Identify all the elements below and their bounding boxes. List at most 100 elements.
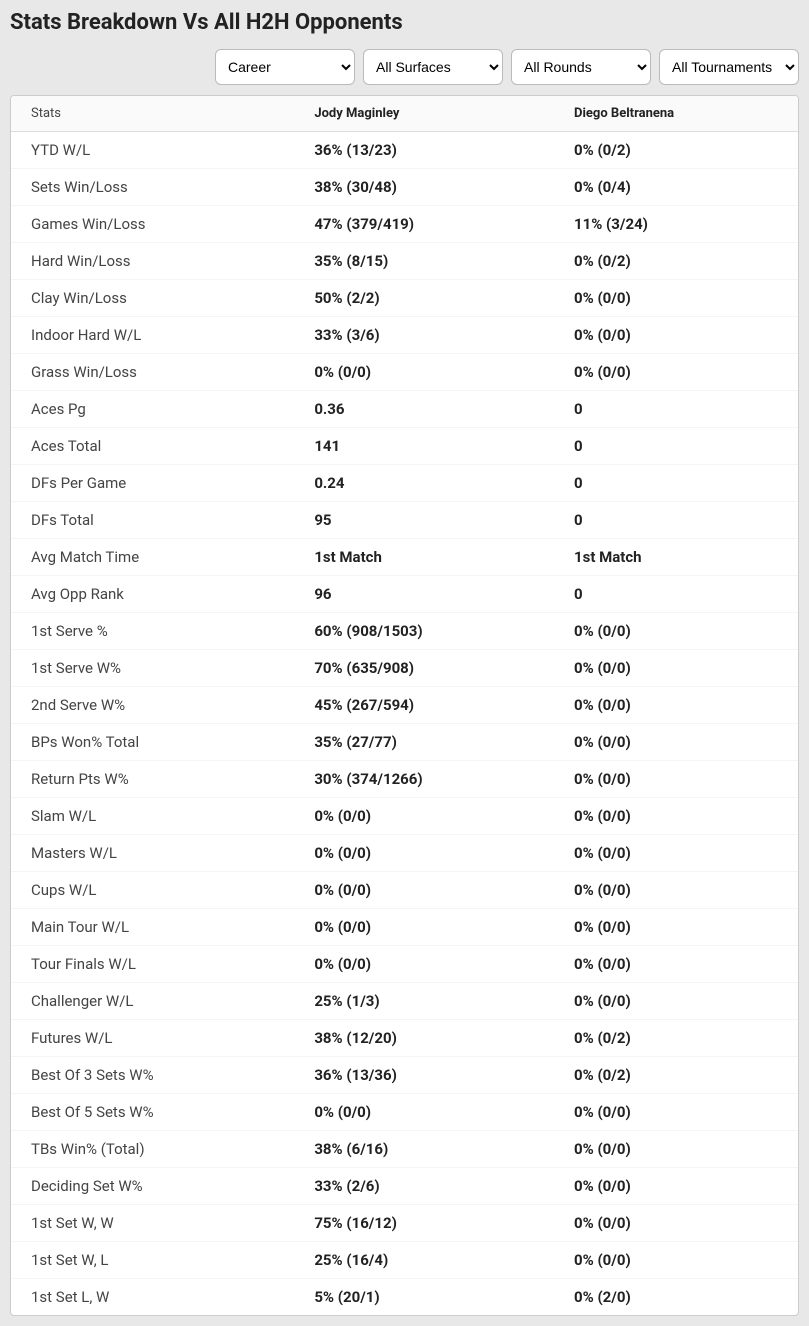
filter-bar: Career All Surfaces All Rounds All Tourn… (10, 49, 799, 85)
table-row: Clay Win/Loss50% (2/2)0% (0/0) (11, 280, 798, 317)
player2-value: 0% (0/0) (554, 761, 798, 798)
player2-value: 0% (2/0) (554, 1279, 798, 1316)
table-row: Avg Match Time1st Match1st Match (11, 539, 798, 576)
table-row: Cups W/L0% (0/0)0% (0/0) (11, 872, 798, 909)
player1-value: 60% (908/1503) (294, 613, 554, 650)
table-row: 1st Set W, W75% (16/12)0% (0/0) (11, 1205, 798, 1242)
player2-value: 0 (554, 428, 798, 465)
player1-value: 30% (374/1266) (294, 761, 554, 798)
stat-label: 1st Serve % (11, 613, 294, 650)
player2-value: 0 (554, 391, 798, 428)
stat-label: Indoor Hard W/L (11, 317, 294, 354)
stat-label: Masters W/L (11, 835, 294, 872)
col-header-player1: Jody Maginley (294, 96, 554, 132)
stat-label: Cups W/L (11, 872, 294, 909)
player1-value: 0.36 (294, 391, 554, 428)
player2-value: 0% (0/0) (554, 835, 798, 872)
player2-value: 0% (0/0) (554, 724, 798, 761)
table-row: DFs Per Game0.240 (11, 465, 798, 502)
player2-value: 0% (0/0) (554, 354, 798, 391)
player1-value: 38% (30/48) (294, 169, 554, 206)
player1-value: 0% (0/0) (294, 909, 554, 946)
player2-value: 0% (0/4) (554, 169, 798, 206)
table-row: Slam W/L0% (0/0)0% (0/0) (11, 798, 798, 835)
player1-value: 47% (379/419) (294, 206, 554, 243)
filter-tournament[interactable]: All Tournaments (659, 49, 799, 85)
table-row: Masters W/L0% (0/0)0% (0/0) (11, 835, 798, 872)
table-row: 1st Serve %60% (908/1503)0% (0/0) (11, 613, 798, 650)
table-row: Futures W/L38% (12/20)0% (0/2) (11, 1020, 798, 1057)
stat-label: Sets Win/Loss (11, 169, 294, 206)
player2-value: 0% (0/0) (554, 946, 798, 983)
player2-value: 0% (0/0) (554, 909, 798, 946)
table-row: Best Of 5 Sets W%0% (0/0)0% (0/0) (11, 1094, 798, 1131)
player2-value: 1st Match (554, 539, 798, 576)
player2-value: 0% (0/0) (554, 798, 798, 835)
table-row: Avg Opp Rank960 (11, 576, 798, 613)
player1-value: 25% (1/3) (294, 983, 554, 1020)
table-row: Hard Win/Loss35% (8/15)0% (0/2) (11, 243, 798, 280)
player1-value: 33% (2/6) (294, 1168, 554, 1205)
table-row: Main Tour W/L0% (0/0)0% (0/0) (11, 909, 798, 946)
filter-round[interactable]: All Rounds (511, 49, 651, 85)
player2-value: 0% (0/0) (554, 613, 798, 650)
player1-value: 0% (0/0) (294, 1094, 554, 1131)
table-row: 1st Set L, W5% (20/1)0% (2/0) (11, 1279, 798, 1316)
table-header-row: Stats Jody Maginley Diego Beltranena (11, 96, 798, 132)
player2-value: 0% (0/2) (554, 1020, 798, 1057)
table-row: 1st Set W, L25% (16/4)0% (0/0) (11, 1242, 798, 1279)
table-row: Best Of 3 Sets W%36% (13/36)0% (0/2) (11, 1057, 798, 1094)
player2-value: 0% (0/0) (554, 1205, 798, 1242)
stat-label: Aces Total (11, 428, 294, 465)
page-title: Stats Breakdown Vs All H2H Opponents (10, 10, 799, 35)
player2-value: 0% (0/0) (554, 1242, 798, 1279)
player1-value: 36% (13/23) (294, 132, 554, 169)
table-row: Aces Total1410 (11, 428, 798, 465)
player2-value: 0% (0/2) (554, 132, 798, 169)
player1-value: 75% (16/12) (294, 1205, 554, 1242)
player2-value: 0 (554, 502, 798, 539)
table-row: YTD W/L36% (13/23)0% (0/2) (11, 132, 798, 169)
stat-label: DFs Per Game (11, 465, 294, 502)
stat-label: Avg Match Time (11, 539, 294, 576)
player1-value: 45% (267/594) (294, 687, 554, 724)
player1-value: 50% (2/2) (294, 280, 554, 317)
table-row: 2nd Serve W%45% (267/594)0% (0/0) (11, 687, 798, 724)
stat-label: 1st Set W, L (11, 1242, 294, 1279)
player2-value: 0% (0/0) (554, 280, 798, 317)
player1-value: 0% (0/0) (294, 872, 554, 909)
filter-surface[interactable]: All Surfaces (363, 49, 503, 85)
stat-label: 2nd Serve W% (11, 687, 294, 724)
table-row: 1st Serve W%70% (635/908)0% (0/0) (11, 650, 798, 687)
stat-label: 1st Serve W% (11, 650, 294, 687)
stat-label: Games Win/Loss (11, 206, 294, 243)
stat-label: Grass Win/Loss (11, 354, 294, 391)
player2-value: 11% (3/24) (554, 206, 798, 243)
table-row: Games Win/Loss47% (379/419)11% (3/24) (11, 206, 798, 243)
table-row: Grass Win/Loss0% (0/0)0% (0/0) (11, 354, 798, 391)
player2-value: 0% (0/0) (554, 1168, 798, 1205)
stat-label: Return Pts W% (11, 761, 294, 798)
col-header-stats: Stats (11, 96, 294, 132)
player2-value: 0% (0/0) (554, 1131, 798, 1168)
player2-value: 0% (0/0) (554, 317, 798, 354)
player2-value: 0% (0/0) (554, 983, 798, 1020)
stat-label: Avg Opp Rank (11, 576, 294, 613)
stat-label: BPs Won% Total (11, 724, 294, 761)
stat-label: Main Tour W/L (11, 909, 294, 946)
player1-value: 35% (8/15) (294, 243, 554, 280)
player1-value: 25% (16/4) (294, 1242, 554, 1279)
player2-value: 0 (554, 465, 798, 502)
table-row: Indoor Hard W/L33% (3/6)0% (0/0) (11, 317, 798, 354)
player1-value: 35% (27/77) (294, 724, 554, 761)
table-row: DFs Total950 (11, 502, 798, 539)
player2-value: 0% (0/2) (554, 1057, 798, 1094)
stat-label: YTD W/L (11, 132, 294, 169)
filter-period[interactable]: Career (215, 49, 355, 85)
stat-label: 1st Set L, W (11, 1279, 294, 1316)
player1-value: 33% (3/6) (294, 317, 554, 354)
stat-label: Slam W/L (11, 798, 294, 835)
table-row: Sets Win/Loss38% (30/48)0% (0/4) (11, 169, 798, 206)
stat-label: Aces Pg (11, 391, 294, 428)
player1-value: 38% (6/16) (294, 1131, 554, 1168)
